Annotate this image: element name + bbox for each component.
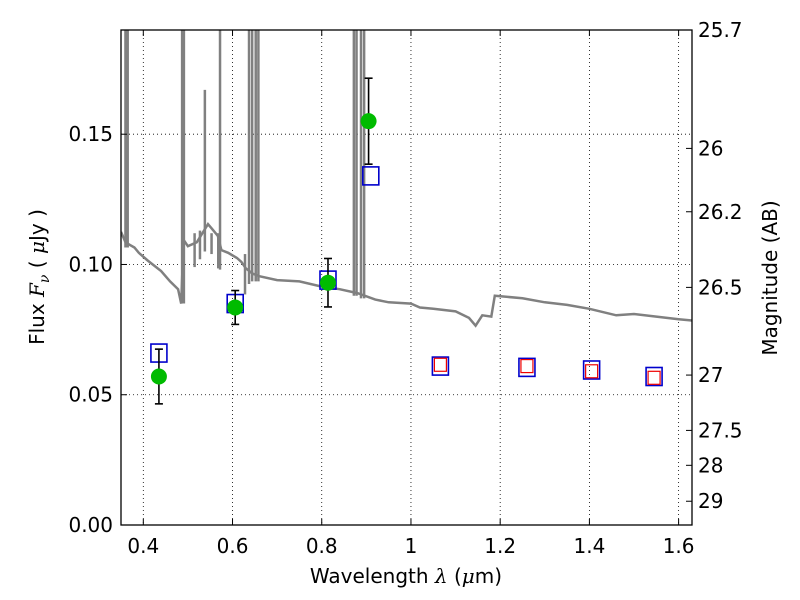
model-blue-square (645, 366, 663, 387)
y-tick-label: 0.00 (68, 513, 113, 537)
y-axis-title: Flux Fν ( μJy ) (25, 209, 53, 345)
model-red-square (647, 370, 661, 385)
x-tick-label: 0.8 (306, 534, 338, 558)
observed-point (150, 368, 167, 385)
model-blue-square (518, 357, 536, 378)
model-red-square (585, 364, 599, 379)
x-tick-label: 1 (405, 534, 418, 558)
x-axis-title: Wavelength λ (μm) (310, 564, 502, 588)
y2-tick-label: 27 (698, 363, 723, 387)
model-blue-square (582, 360, 601, 380)
y-tick-label: 0.15 (68, 122, 113, 146)
x-tick-label: 0.6 (217, 534, 249, 558)
template-spectrum (121, 30, 692, 328)
x-tick-label: 1.2 (484, 534, 516, 558)
y2-tick-label: 25.7 (698, 18, 743, 42)
model-red-square (520, 358, 534, 374)
x-tick-label: 1.4 (573, 534, 605, 558)
observed-point (227, 299, 244, 316)
x-tick-label: 1.6 (663, 534, 695, 558)
model-red-square (433, 357, 448, 372)
plot-frame (120, 29, 693, 526)
template-spectrum-line (121, 221, 692, 328)
y2-tick-label: 27.5 (698, 418, 743, 442)
tick-labels: 0.4 0.6 0.8 1 1.2 1.4 1.6 0.00 0.05 0.10 0.15 25.7 2… (68, 18, 742, 558)
y2-tick-label: 26 (698, 136, 723, 160)
y2-tick-label: 28 (698, 453, 723, 477)
y2-tick-label: 29 (698, 489, 723, 513)
observed-point (319, 274, 336, 291)
observed-points (150, 77, 377, 405)
x-tick-label: 0.4 (127, 534, 159, 558)
model-blue-square (431, 356, 450, 376)
y2-tick-label: 26.2 (698, 200, 743, 224)
y2-axis-title: Magnitude (AB) (758, 200, 782, 355)
y-tick-label: 0.05 (68, 383, 113, 407)
y-tick-label: 0.10 (68, 252, 113, 276)
grid (121, 30, 692, 526)
axis-ticks (121, 29, 692, 526)
model-blue-square (362, 166, 380, 186)
observed-point (360, 113, 377, 130)
y2-tick-label: 26.5 (698, 275, 743, 299)
